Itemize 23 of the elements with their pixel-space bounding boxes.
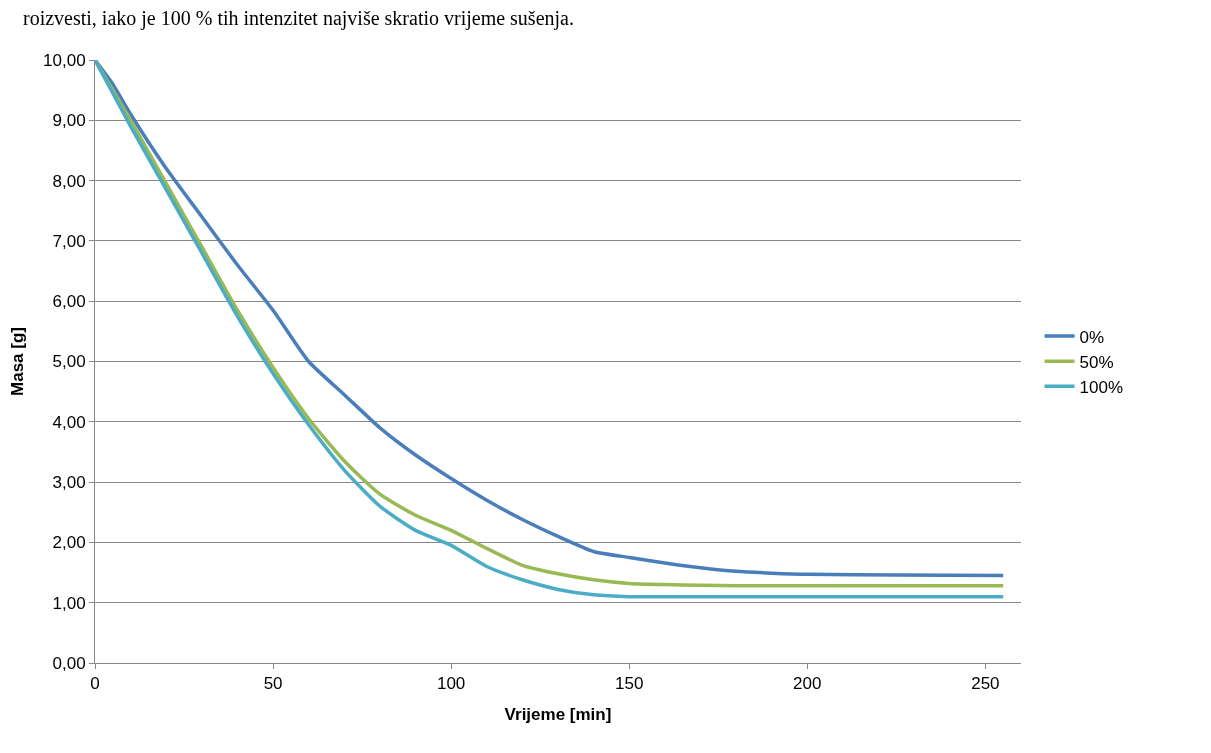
x-tick-label: 200 <box>793 674 822 694</box>
x-tick-label: 100 <box>436 674 466 694</box>
y-tick-label: 9,00 <box>52 111 86 131</box>
legend-label: 0% <box>1079 327 1105 347</box>
x-tick-label: 50 <box>263 674 283 694</box>
y-tick-label: 10,00 <box>43 50 86 70</box>
y-tick-label: 7,00 <box>52 231 86 251</box>
y-tick-label: 4,00 <box>52 412 86 432</box>
x-tick-label: 250 <box>971 674 1000 694</box>
y-tick-label: 3,00 <box>52 473 86 493</box>
legend-label: 50% <box>1079 352 1114 372</box>
legend-label: 100% <box>1079 377 1123 397</box>
y-axis-title: Masa [g] <box>7 327 27 396</box>
x-axis-title: Vrijeme [min] <box>504 704 612 724</box>
x-tick-label: 150 <box>615 674 644 694</box>
y-tick-label: 5,00 <box>52 352 86 372</box>
y-tick-label: 8,00 <box>52 171 86 191</box>
y-tick-label: 0,00 <box>52 653 86 673</box>
y-tick-label: 1,00 <box>52 593 86 613</box>
x-tick-label: 0 <box>90 674 100 694</box>
text: roizvesti, iako je 100 % tih intenzitet najviše skratio vrijeme sušenja. <box>23 7 574 30</box>
y-tick-label: 2,00 <box>52 533 86 553</box>
y-tick-label: 6,00 <box>52 292 86 312</box>
